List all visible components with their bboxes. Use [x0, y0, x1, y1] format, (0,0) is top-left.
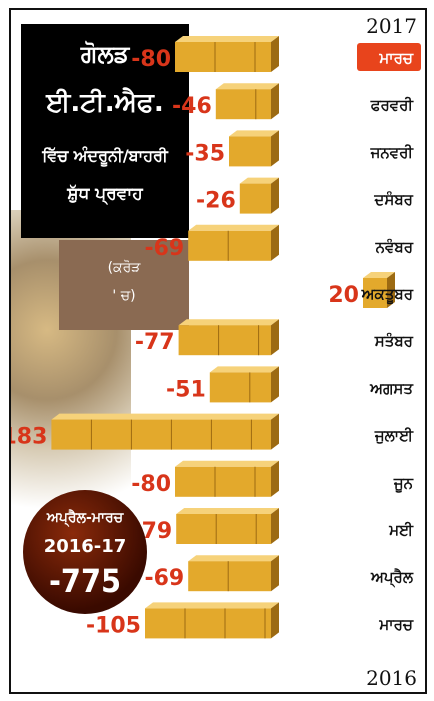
- total-circle: ਅਪ੍ਰੈਲ-ਮਾਰਚ 2016-17 -775: [23, 490, 147, 614]
- bar-value-label: -183: [11, 425, 47, 450]
- bar: [178, 325, 271, 356]
- bar-top-face: [178, 319, 279, 326]
- bar-side-face: [271, 602, 279, 639]
- bar: [239, 183, 271, 214]
- bar-value-label: -80: [131, 472, 171, 497]
- bar: [363, 278, 387, 308]
- highlight-label-bg: [357, 43, 421, 71]
- bar-top-face: [215, 83, 279, 90]
- unit-line-1: (ਕਰੋੜ: [107, 260, 141, 276]
- bar-side-face: [271, 224, 279, 261]
- category-label: ਮਾਰਚ: [378, 49, 413, 67]
- category-label: ਅਗਸਤ: [369, 379, 414, 397]
- infographic-frame: 2017 2016 ਗੋਲਡ ਈ.ਟੀ.ਐਫ. ਵਿੱਚ ਅੰਦਰੂਨੀ/ਬਾਹ…: [9, 8, 427, 694]
- bar-value-label: -69: [144, 566, 184, 591]
- title-line-4: ਸ਼ੁੱਧ ਪ੍ਰਵਾਹ: [67, 184, 143, 204]
- unit-line-2: ' ਚ): [112, 288, 136, 304]
- category-label: ਜੁਲਾਈ: [374, 427, 414, 445]
- bar-value-label: -80: [131, 47, 171, 72]
- bar-value-label: -26: [196, 189, 236, 214]
- category-label: ਫਰਵਰੀ: [370, 96, 415, 114]
- year-bottom: 2016: [366, 666, 417, 690]
- bar: [215, 89, 271, 120]
- category-label: ਨਵੰਬਰ: [375, 237, 414, 256]
- category-label: ਮਈ: [388, 521, 414, 539]
- category-label: ਅਕਤੂਬਰ: [361, 285, 414, 304]
- bar-side-face: [271, 177, 279, 214]
- bar-side-face: [387, 272, 395, 308]
- category-label: ਜੂਨ: [393, 474, 414, 493]
- category-label: ਜਨਵਰੀ: [370, 143, 415, 161]
- bar-side-face: [271, 319, 279, 356]
- category-label: ਮਾਰਚ: [378, 615, 413, 633]
- bar-value-label: 20: [328, 283, 359, 308]
- bar-value-label: -77: [135, 330, 175, 355]
- category-label: ਸਤੰਬਰ: [374, 331, 414, 350]
- bar-value-label: -46: [172, 94, 212, 119]
- bar-top-face: [175, 460, 279, 467]
- bar-side-face: [271, 555, 279, 592]
- bar-side-face: [271, 460, 279, 497]
- bar: [175, 42, 271, 72]
- bar-side-face: [271, 508, 279, 544]
- bar-top-face: [51, 413, 280, 420]
- bar-top-face: [145, 602, 279, 609]
- total-value: -775: [48, 562, 122, 600]
- bar-side-face: [271, 130, 279, 167]
- bar-chart: -80 ਮਾਰਚ -46 ਫਰਵਰੀ -35 ਜਨਵਰੀ -26 ਦਸੰਬਰ -69 ਨਵੰਬਰ 2…: [11, 36, 421, 639]
- bar-side-face: [271, 413, 279, 450]
- bar: [145, 608, 271, 639]
- bar-top-face: [239, 177, 279, 184]
- bar: [175, 466, 271, 497]
- bar-top-face: [209, 366, 279, 373]
- title-line-3: ਵਿੱਚ ਅੰਦਰੂਨੀ/ਬਾਹਰੀ: [42, 146, 168, 165]
- bar-value-label: -35: [185, 141, 225, 166]
- bar: [209, 372, 271, 403]
- total-period: 2016-17: [43, 536, 127, 557]
- unit-box: (ਕਰੋੜ ' ਚ): [59, 240, 189, 330]
- bar: [188, 230, 271, 261]
- bar-side-face: [271, 83, 279, 120]
- bar-value-label: -105: [86, 613, 141, 638]
- bar-top-face: [188, 555, 279, 562]
- bar-top-face: [175, 36, 279, 42]
- title-line-1: ਗੋਲਡ: [80, 40, 130, 68]
- bar-top-face: [229, 130, 279, 137]
- bar-top-face: [176, 508, 279, 514]
- category-label: ਅਪ੍ਰੈਲ: [370, 568, 414, 589]
- bar: [51, 419, 272, 450]
- bar: [229, 136, 271, 167]
- title-line-2: ਈ.ਟੀ.ਐਫ.: [46, 88, 164, 118]
- bar-top-face: [188, 224, 279, 231]
- bar: [188, 561, 271, 592]
- bar-value-label: -69: [144, 236, 184, 261]
- total-label: ਅਪ੍ਰੈਲ-ਮਾਰਚ: [46, 510, 124, 526]
- bar: [176, 514, 271, 544]
- bar-top-face: [363, 272, 395, 278]
- category-label: ਦਸੰਬਰ: [373, 190, 413, 209]
- title-box: ਗੋਲਡ ਈ.ਟੀ.ਐਫ. ਵਿੱਚ ਅੰਦਰੂਨੀ/ਬਾਹਰੀ ਸ਼ੁੱਧ ਪ…: [21, 24, 189, 238]
- year-top: 2017: [366, 14, 417, 38]
- bar-value-label: -51: [166, 377, 206, 402]
- bar-side-face: [271, 36, 279, 72]
- bar-side-face: [271, 366, 279, 403]
